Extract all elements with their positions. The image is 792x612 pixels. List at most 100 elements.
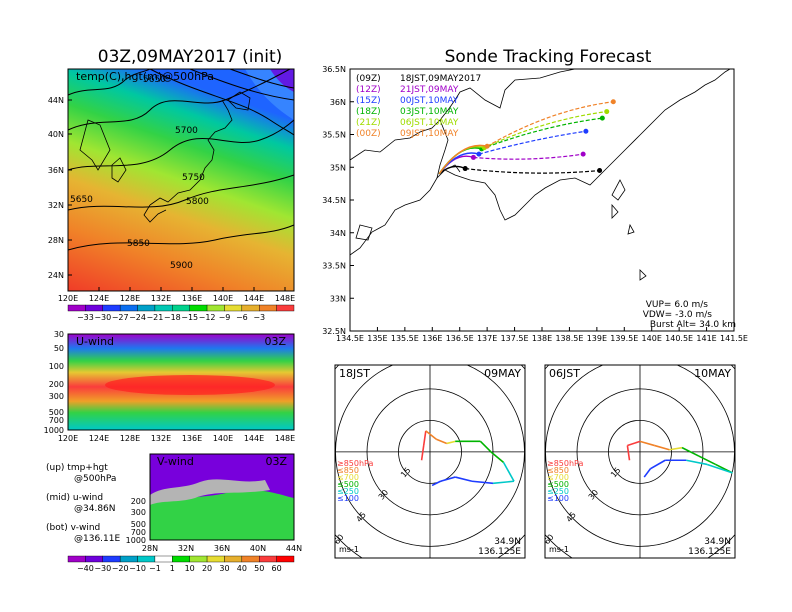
legend-code: (18Z) — [356, 107, 381, 117]
v-wind-frame — [149, 453, 295, 541]
note-line: @136.11E — [74, 534, 120, 544]
temp-field — [68, 69, 294, 291]
level-legend-item: ≤700 — [337, 473, 359, 482]
temp-map-lat-axis: 44N 40N 36N 32N 28N 24N — [48, 96, 72, 280]
colorbar-swatch — [276, 555, 295, 563]
landing-point — [583, 128, 589, 134]
lon-tick-label: 144E — [244, 294, 264, 303]
lat-tick-label: 32N — [48, 201, 64, 210]
colorbar-tick-label: −21 — [146, 313, 163, 322]
track-descent — [486, 101, 614, 147]
lon-tick-label: 137.5E — [501, 334, 529, 343]
lat-tick-label: 40N — [48, 130, 64, 139]
lon-tick-label: 148E — [275, 294, 295, 303]
hodograph-time: 18JST — [339, 367, 370, 380]
japan-coastline — [79, 91, 251, 223]
track-coastline — [349, 68, 731, 281]
v-wind-lat-axis: 28N 32N 36N 40N 44N — [142, 544, 302, 553]
colorbar-swatch — [85, 304, 103, 312]
contour-label: 5650 — [143, 75, 166, 85]
colorbar-tick-label: −40 — [77, 564, 94, 573]
v-wind-label: V-wind — [157, 455, 194, 468]
hodograph-segment — [455, 476, 473, 483]
track-params: VUP= 6.0 m/s VDW= -3.0 m/s Burst Alt= 34… — [643, 300, 736, 330]
jet-core — [105, 375, 275, 395]
legend-time: 06JST,10MAY — [400, 118, 459, 128]
hodograph-segment — [440, 476, 456, 483]
lat-tick-label: 36N — [214, 544, 230, 553]
colorbar-swatch — [206, 555, 225, 563]
hodograph-segment — [492, 480, 515, 485]
track-lon-axis: 134.5E 135E 135.5E 136E 136.5E 137E 137.5E 138E… — [336, 327, 748, 343]
hodograph-segment — [422, 430, 427, 446]
hodograph-segment — [425, 430, 437, 440]
level-legend-item: ≤100 — [337, 494, 359, 503]
burst-point — [462, 166, 468, 172]
legend-time: 09JST,10MAY — [400, 129, 459, 139]
note-line: (up) tmp+hgt — [46, 463, 108, 473]
colorbar-swatch — [102, 555, 121, 563]
contour-label: 5800 — [186, 197, 209, 207]
temp-map-lon-axis: 120E 124E 128E 132E 136E 140E 144E 148E — [58, 287, 295, 303]
u-wind-label: U-wind — [76, 335, 114, 348]
colorbar-tick-label: −10 — [129, 564, 146, 573]
lat-tick-label: 32N — [178, 544, 194, 553]
hodograph-segment — [446, 440, 456, 445]
colorbar-swatch — [137, 555, 156, 563]
height-contours — [67, 68, 295, 251]
legend-time: 03JST,10MAY — [400, 107, 459, 117]
colorbar-tick-label: −9 — [219, 313, 231, 322]
lat-tick-label: 44N — [48, 96, 64, 105]
lon-tick-label: 132E — [151, 434, 171, 443]
colorbar-tick-label: −15 — [181, 313, 198, 322]
hodograph-segment — [420, 445, 425, 461]
colorbar-tick-label: −18 — [164, 313, 181, 322]
lat-tick-label: 24N — [48, 271, 64, 280]
cold-core — [270, 69, 294, 92]
lon-tick-label: 138E — [532, 334, 552, 343]
lat-tick-label: 28N — [142, 544, 158, 553]
hodograph-time: 06JST — [549, 367, 580, 380]
hodograph-segment — [626, 445, 631, 461]
level-legend-item: ≤500 — [337, 480, 359, 489]
level-legend-item: ≤250 — [337, 487, 359, 496]
lon-tick-label: 139E — [587, 334, 607, 343]
colorbar-tick-label: −27 — [112, 313, 129, 322]
contour-label: 5750 — [182, 173, 205, 183]
lat-tick-label: 33.5N — [322, 262, 346, 271]
level-legend-item: ≥850hPa — [547, 459, 584, 468]
colorbar-tick-label: 20 — [202, 564, 212, 573]
colorbar-swatch — [189, 304, 208, 312]
level-tick-label: 500 — [131, 520, 146, 529]
lat-tick-label: 35.5N — [322, 131, 346, 140]
hodograph-date: 10MAY — [694, 367, 731, 380]
lon-tick-label: 120E — [58, 434, 78, 443]
lat-tick-label: 36.5N — [322, 65, 346, 74]
note-line: (bot) v-wind — [46, 523, 100, 533]
legend-code: (09Z) — [356, 74, 381, 84]
colorbar-tick-label: −24 — [129, 313, 146, 322]
lon-tick-label: 141.5E — [720, 334, 748, 343]
hodograph-segment — [681, 446, 700, 457]
lon-tick-label: 138.5E — [555, 334, 583, 343]
landing-point — [610, 99, 616, 105]
legend-time: 18JST,09MAY2017 — [400, 74, 481, 84]
legend-time: 21JST,09MAY — [400, 85, 459, 95]
level-legend-item: ≤850 — [337, 466, 359, 475]
contour-label: 5700 — [175, 126, 198, 136]
hodograph-segment — [706, 463, 733, 474]
hodograph-segment — [471, 480, 494, 485]
hodograph-lon: 136.125E — [688, 547, 731, 557]
sonde-tracks — [438, 99, 616, 175]
hodograph-segment — [490, 451, 505, 463]
colorbar-tick-label: −3 — [253, 313, 265, 322]
lon-tick-label: 140E — [213, 434, 233, 443]
lon-tick-label: 144E — [244, 434, 264, 443]
colorbar-swatch — [119, 555, 138, 563]
colorbar-tick-label: 1 — [170, 564, 175, 573]
contour-label: 5900 — [170, 261, 193, 271]
hodograph-segment — [686, 459, 708, 466]
level-tick-label: 30 — [54, 330, 64, 339]
track-descent — [481, 117, 603, 150]
lon-tick-label: 136.5E — [446, 334, 474, 343]
